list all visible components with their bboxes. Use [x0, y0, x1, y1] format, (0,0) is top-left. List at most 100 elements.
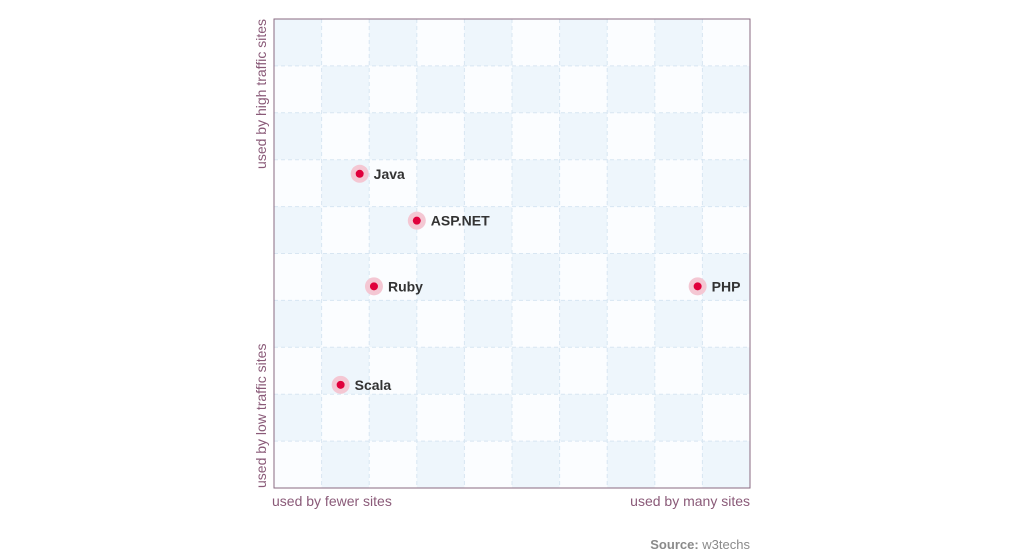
grid-cell	[274, 65, 322, 113]
grid-cell	[512, 206, 560, 254]
source-value: w3techs	[702, 537, 750, 552]
grid-cell	[369, 300, 417, 348]
grid-cell	[559, 65, 608, 113]
grid-cell	[416, 65, 465, 113]
grid-cell	[512, 159, 560, 207]
point-marker	[412, 216, 421, 225]
grid-cell	[274, 253, 322, 301]
grid-cell	[654, 112, 703, 160]
grid-cell	[607, 253, 655, 301]
grid-cell	[702, 19, 750, 66]
grid-cell	[559, 300, 608, 348]
grid-cell	[559, 112, 608, 160]
grid-cell	[702, 159, 750, 207]
gridlines	[274, 19, 750, 488]
grid-cell	[369, 206, 417, 254]
point-marker	[336, 380, 345, 389]
grid-cell	[416, 253, 465, 301]
grid-cell	[416, 347, 465, 395]
grid-cell	[464, 19, 512, 66]
data-point-scala: Scala	[331, 375, 392, 394]
grid-cell	[464, 65, 512, 113]
data-point-asp-net: ASP.NET	[407, 211, 490, 230]
grid-cell	[369, 394, 417, 442]
grid-background	[274, 19, 750, 488]
grid-cell	[321, 441, 370, 488]
grid-cell	[274, 159, 322, 207]
grid-cell	[321, 300, 370, 348]
grid-cell	[464, 347, 512, 395]
grid-cell	[559, 253, 608, 301]
grid-cell	[416, 112, 465, 160]
grid-cell	[559, 394, 608, 442]
grid-cell	[702, 65, 750, 113]
grid-cell	[607, 300, 655, 348]
grid-cell	[559, 206, 608, 254]
grid-cell	[702, 441, 750, 488]
x-axis-label-low: used by fewer sites	[272, 493, 392, 509]
data-points: Java ASP.NET Ruby PHP Scala	[331, 164, 740, 394]
grid-cell	[369, 19, 417, 66]
grid-cell	[559, 347, 608, 395]
grid-cell	[321, 253, 370, 301]
grid-cell	[607, 19, 655, 66]
grid-cell	[512, 253, 560, 301]
grid-cell	[607, 65, 655, 113]
grid-cell	[274, 112, 322, 160]
plot-frame	[273, 18, 751, 489]
grid-cell	[702, 253, 750, 301]
point-label: Ruby	[388, 278, 423, 294]
grid-cell	[274, 300, 322, 348]
point-label: Java	[374, 166, 405, 182]
grid-cell	[274, 441, 322, 488]
data-point-java: Java	[350, 164, 405, 183]
grid-cell	[702, 300, 750, 348]
point-label: Scala	[355, 377, 392, 393]
grid-cell	[607, 159, 655, 207]
grid-cell	[321, 19, 370, 66]
grid-cell	[464, 253, 512, 301]
grid-cell	[464, 159, 512, 207]
y-axis-label-low: used by low traffic sites	[253, 344, 269, 488]
grid-cell	[369, 159, 417, 207]
grid-cell	[464, 394, 512, 442]
grid-cell	[416, 206, 465, 254]
grid-cell	[416, 394, 465, 442]
grid-cell	[369, 65, 417, 113]
grid-cell	[607, 394, 655, 442]
grid-cell	[369, 441, 417, 488]
source-label: Source:	[650, 537, 699, 552]
grid-cell	[654, 347, 703, 395]
grid-cell	[654, 19, 703, 66]
grid-cell	[416, 19, 465, 66]
grid-cell	[512, 347, 560, 395]
grid-cell	[654, 300, 703, 348]
grid-cell	[274, 347, 322, 395]
grid-cell	[654, 394, 703, 442]
grid-cell	[464, 300, 512, 348]
grid-cell	[416, 441, 465, 488]
grid-cell	[274, 19, 322, 66]
grid-cell	[607, 206, 655, 254]
grid-cell	[607, 112, 655, 160]
grid-cell	[369, 347, 417, 395]
data-point-ruby: Ruby	[364, 277, 423, 296]
grid-cell	[416, 300, 465, 348]
grid-cell	[321, 65, 370, 113]
grid-cell	[702, 206, 750, 254]
grid-cell	[654, 65, 703, 113]
point-label: ASP.NET	[431, 213, 490, 229]
grid-cell	[702, 112, 750, 160]
grid-cell	[464, 441, 512, 488]
grid-cell	[321, 394, 370, 442]
grid-cell	[416, 159, 465, 207]
grid-cell	[321, 112, 370, 160]
grid-cell	[321, 206, 370, 254]
grid-cell	[274, 206, 322, 254]
grid-cell	[512, 112, 560, 160]
source-credit: Source: w3techs	[650, 537, 750, 552]
grid-cell	[464, 206, 512, 254]
point-marker	[355, 169, 364, 178]
grid-cell	[654, 441, 703, 488]
